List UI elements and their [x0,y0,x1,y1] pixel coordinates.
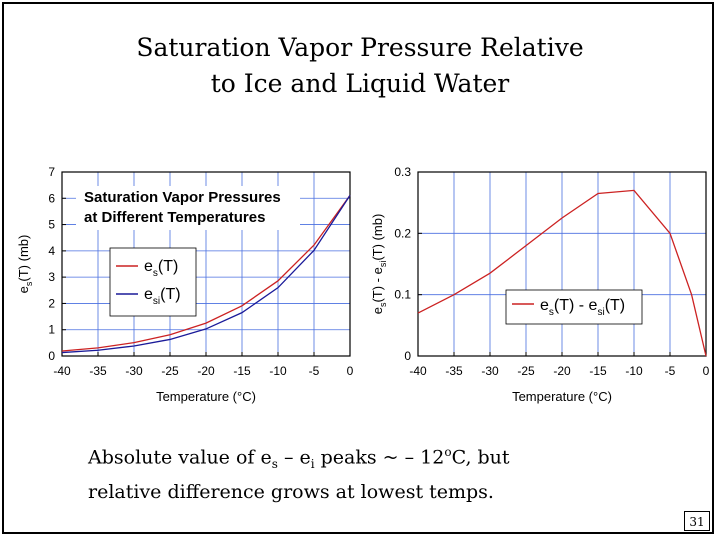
title-line-2: to Ice and Liquid Water [210,69,510,98]
chart-2: -40 -35 -30 -25 -20 -15 -10 -5 0 0 0.1 0.2 0.3 Temper… [394,165,709,404]
slide-title: Saturation Vapor Pressure Relative to Ic… [0,30,720,102]
legend-label-2: esi(T) [144,286,181,307]
page-number: 31 [684,511,710,531]
slide-caption: Absolute value of es – ei peaks ~ – 12oC… [88,438,510,506]
legend-label-1: es(T) - esi(T) [540,297,625,318]
series-line-2 [61,195,351,354]
x-tick-label: -20 [553,364,571,378]
y-tick-label: 0 [48,349,55,363]
inner-title-line-1: Saturation Vapor Pressures [84,189,281,206]
inner-title-line-2: at Different Temperatures [84,209,265,226]
y-axis-label: es(T) - esi(T) (mb) [370,214,388,315]
x-tick-label: -40 [53,364,71,378]
legend-box [505,289,643,325]
inner-title-bg [76,186,300,230]
legend-label-1: es(T) [144,258,178,279]
y-tick-label: 7 [48,165,55,179]
caption-line-1: Absolute value of es – ei peaks ~ – 12oC… [88,445,510,472]
x-tick-label: -40 [409,364,427,378]
slide-frame [2,2,714,534]
y-tick-label: 6 [48,191,55,205]
caption-line-2: relative difference grows at lowest temp… [88,481,494,504]
y-tick-label: 0.2 [394,226,411,240]
x-tick-label: -5 [665,364,676,378]
x-tick-label: -10 [269,364,287,378]
legend-box [109,247,197,317]
title-line-1: Saturation Vapor Pressure Relative [136,33,584,62]
x-tick-label: -5 [309,364,320,378]
x-tick-label: -25 [161,364,179,378]
x-tick-label: -15 [589,364,607,378]
x-tick-label: -30 [481,364,499,378]
x-tick-label: 0 [347,364,354,378]
y-tick-label: 1 [48,323,55,337]
y-tick-label: 5 [48,218,55,232]
x-tick-label: -25 [517,364,535,378]
y-axis-label: es(T) (mb) [16,235,34,294]
x-tick-label: -35 [89,364,107,378]
series-line-1 [61,195,351,352]
y-tick-label: 3 [48,270,55,284]
x-axis-label: Temperature (°C) [156,389,256,404]
x-tick-label: -10 [625,364,643,378]
x-tick-label: -30 [125,364,143,378]
y-tick-label: 0.3 [394,165,411,179]
y-tick-label: 0.1 [394,288,411,302]
x-tick-label: -35 [445,364,463,378]
x-tick-label: -15 [233,364,251,378]
x-tick-label: -20 [197,364,215,378]
series-line-1 [417,189,707,357]
y-tick-label: 4 [48,244,55,258]
x-axis-label: Temperature (°C) [512,389,612,404]
y-tick-label: 0 [404,349,411,363]
x-tick-label: 0 [703,364,710,378]
y-tick-label: 2 [48,296,55,310]
